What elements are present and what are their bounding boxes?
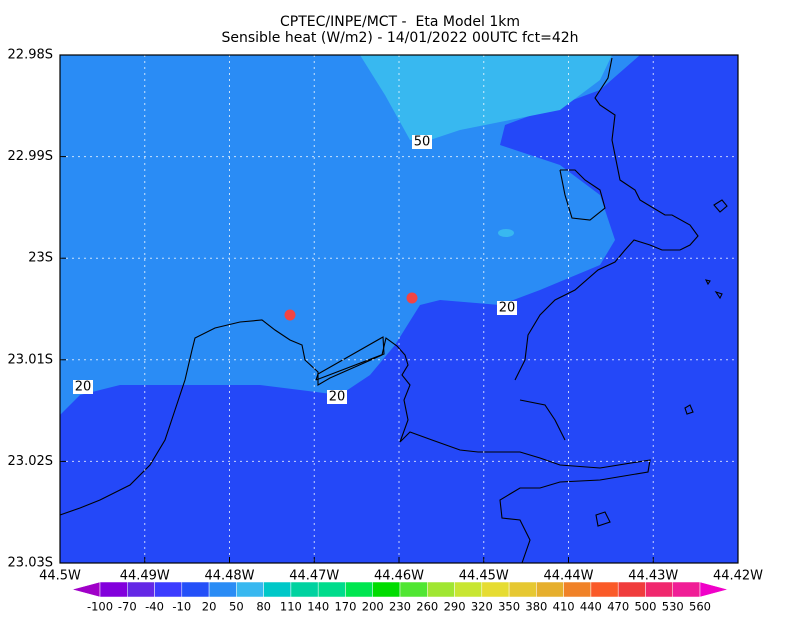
coastline — [519, 399, 566, 441]
x-tick-label: 44.44W — [543, 569, 593, 584]
colorbar-segment — [481, 581, 510, 598]
contour-label: 20 — [75, 380, 92, 395]
x-tick-label: 44.43W — [628, 569, 678, 584]
colorbar-segment — [181, 581, 210, 598]
colorbar-segment — [236, 581, 264, 598]
colorbar-label: 170 — [334, 600, 356, 614]
x-tick-label: 44.42W — [713, 569, 763, 584]
coastline — [514, 57, 699, 381]
contour-labels: 50 20 20 20 — [73, 135, 517, 405]
colorbar-label: 380 — [525, 600, 547, 614]
y-tick-label: 22.99S — [8, 149, 53, 164]
colorbar-label: 410 — [553, 600, 575, 614]
colorbar-label: 110 — [280, 600, 302, 614]
y-tick-label: 23.02S — [8, 454, 53, 469]
colorbar-segment — [263, 581, 292, 598]
contour-label-box — [412, 135, 432, 149]
island — [595, 511, 611, 527]
x-tick-label: 44.47W — [289, 569, 339, 584]
colorbar-segment — [563, 581, 592, 598]
colorbar-segment — [99, 581, 128, 598]
y-tick-label: 23.03S — [8, 556, 53, 571]
colorbar-segment — [154, 581, 183, 598]
point-marker — [406, 292, 418, 304]
colorbar-segment — [536, 581, 564, 598]
axes: 44.5W 44.49W 44.48W 44.47W 44.46W 44.45W 44.44… — [8, 48, 764, 584]
field-mid — [60, 55, 640, 415]
colorbar-label: -40 — [145, 600, 164, 614]
colorbar-label: 80 — [256, 600, 271, 614]
field-high — [498, 229, 514, 237]
x-tick-label: 44.46W — [374, 569, 424, 584]
colorbar-segment — [645, 581, 673, 598]
colorbar-segment — [208, 581, 237, 598]
coastline — [59, 319, 651, 564]
colorbar-segment — [127, 581, 155, 598]
island — [704, 279, 711, 286]
point-marker — [284, 309, 296, 321]
contour-label: 20 — [329, 390, 346, 405]
coastline — [559, 169, 606, 221]
colorbar-segment — [672, 581, 701, 598]
y-tick-label: 23.01S — [8, 352, 53, 367]
colorbar-segment — [617, 581, 646, 598]
colorbar-label: 140 — [307, 600, 329, 614]
colorbar-segment — [372, 581, 401, 598]
coastline — [315, 336, 385, 381]
colorbar-segment — [317, 581, 346, 598]
contour-label-box — [327, 390, 347, 404]
colorbar-label: 200 — [362, 600, 384, 614]
field-high — [360, 55, 612, 140]
colorbar-segment — [427, 581, 455, 598]
colorbar-segment — [345, 581, 373, 598]
colorbar-segment — [399, 581, 428, 598]
colorbar-label: 440 — [580, 600, 602, 614]
colorbar-label: 560 — [689, 600, 711, 614]
colorbar-label: 320 — [471, 600, 493, 614]
colorbar-label: 350 — [498, 600, 520, 614]
contour-label: 50 — [414, 135, 431, 150]
colorbar-cap — [71, 581, 101, 598]
x-tick-label: 44.49W — [120, 569, 170, 584]
colorbar-label: 20 — [202, 600, 217, 614]
plot-area: 50 20 20 20 — [59, 54, 739, 564]
island — [684, 404, 694, 415]
colorbar-label: 50 — [229, 600, 244, 614]
contour-label: 20 — [499, 301, 516, 316]
contour-label-box — [73, 380, 93, 394]
colorbar: -100 -70 -40 -10 20 50 80 110 140 170 200 230 260 290… — [71, 581, 729, 614]
contour-label-box — [497, 301, 517, 315]
colorbar-label: 500 — [634, 600, 656, 614]
x-tick-label: 44.48W — [204, 569, 254, 584]
colorbar-label: -70 — [118, 600, 137, 614]
colorbar-segment — [290, 581, 319, 598]
colorbar-label: -10 — [172, 600, 191, 614]
colorbar-label: 230 — [389, 600, 411, 614]
colorbar-label: -100 — [87, 600, 113, 614]
title-line: CPTEC/INPE/MCT - Eta Model 1km — [280, 14, 520, 30]
colorbar-segment — [508, 581, 537, 598]
x-tick-label: 44.45W — [459, 569, 509, 584]
x-tick-label: 44.5W — [39, 569, 81, 584]
colorbar-segment — [454, 581, 483, 598]
colorbar-cap — [699, 581, 729, 598]
grid — [60, 55, 738, 563]
colorbar-label: 290 — [444, 600, 466, 614]
y-tick-label: 23S — [28, 251, 53, 266]
island — [713, 199, 728, 213]
island — [714, 290, 723, 300]
colorbar-label: 530 — [662, 600, 684, 614]
colorbar-label: 470 — [607, 600, 629, 614]
title-line: Sensible heat (W/m2) - 14/01/2022 00UTC … — [221, 30, 578, 46]
y-tick-label: 22.98S — [8, 48, 53, 63]
colorbar-label: 260 — [416, 600, 438, 614]
colorbar-segment — [590, 581, 619, 598]
